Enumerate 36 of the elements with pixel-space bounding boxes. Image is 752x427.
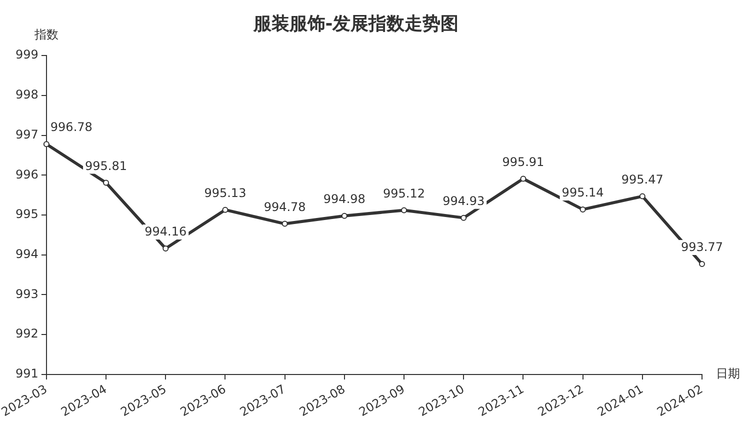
data-label: 995.14 [562,186,604,200]
data-label: 995.47 [621,172,664,186]
y-tick-label: 996 [16,167,38,182]
point [282,220,288,227]
point [639,193,646,200]
point [43,141,50,148]
y-tick-label: 994 [16,247,38,262]
data-label: 994.16 [144,224,187,239]
y-tick-label: 999 [16,48,38,62]
data-label: 995.91 [502,154,544,169]
point [222,206,228,213]
x-axis-title: 日期 [716,366,740,381]
data-label: 995.81 [85,158,128,173]
point [341,212,348,219]
y-tick-label: 993 [16,286,38,301]
point [162,246,169,252]
y-axis-title: 指数 [33,28,58,42]
point [699,261,705,268]
data-label: 995.12 [383,186,426,200]
data-label: 994.78 [264,200,306,214]
y-tick-label: 992 [16,326,38,341]
data-label: 995.13 [204,186,246,200]
chart-title: 服装服饰-发展指数走势图 [252,13,459,34]
point [401,207,408,214]
data-label: 994.98 [323,192,366,206]
data-label: 994.93 [442,194,485,208]
y-tick-label: 997 [16,127,38,142]
point [460,214,467,221]
point [520,176,526,182]
y-tick-label: 991 [16,366,38,381]
y-tick-label: 998 [16,88,38,102]
data-label: 993.77 [681,240,723,254]
data-label: 996.78 [50,120,92,134]
point [580,206,586,212]
y-tick-label: 995 [16,207,38,222]
point [103,180,110,186]
